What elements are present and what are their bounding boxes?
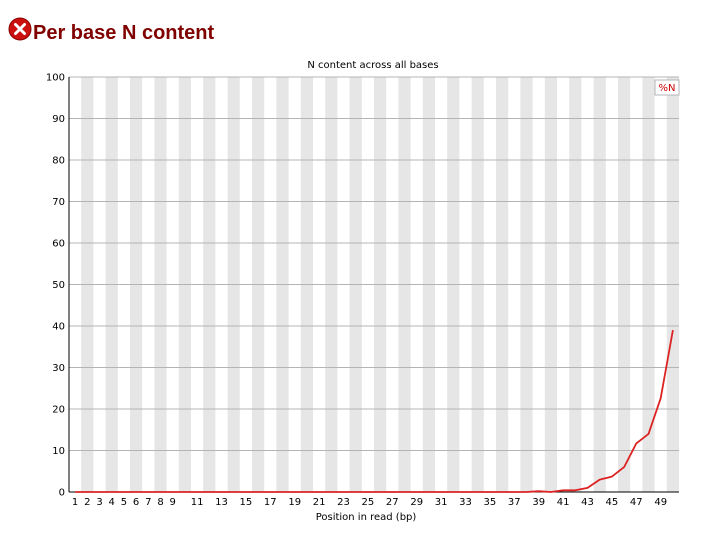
x-tick-label: 2: [84, 497, 90, 508]
y-tick-label: 60: [52, 239, 65, 250]
x-tick-label: 7: [145, 497, 151, 508]
y-tick-label: 0: [59, 488, 65, 499]
x-tick-label: 6: [133, 497, 139, 508]
y-tick-label: 90: [52, 114, 65, 125]
x-tick-label: 31: [435, 497, 448, 508]
x-tick-label: 5: [121, 497, 127, 508]
x-tick-label: 27: [386, 497, 399, 508]
x-tick-label: 35: [484, 497, 497, 508]
y-tick-label: 70: [52, 197, 65, 208]
series-lines: [75, 329, 674, 493]
y-tick-label: 30: [52, 363, 65, 374]
x-tick-label: 8: [157, 497, 163, 508]
x-tick-label: 45: [606, 497, 619, 508]
y-tick-label: 40: [52, 322, 65, 333]
x-tick-label: 21: [313, 497, 326, 508]
y-tick-label: 10: [52, 446, 65, 457]
y-tick-label: 80: [52, 156, 65, 167]
y-tick-label: 50: [52, 280, 65, 291]
x-tick-label: 25: [362, 497, 375, 508]
x-tick-label: 15: [240, 497, 253, 508]
x-tick-label: 13: [215, 497, 228, 508]
y-tick-label: 20: [52, 405, 65, 416]
legend-entry: %N: [659, 83, 676, 94]
x-tick-label: 37: [508, 497, 521, 508]
x-tick-label: 3: [96, 497, 102, 508]
x-tick-label: 4: [109, 497, 115, 508]
legend-box: [654, 79, 680, 96]
gridlines: [69, 76, 679, 493]
x-tick-label: 1: [72, 497, 78, 508]
series-line-0: [75, 329, 674, 493]
x-tick-label: 29: [410, 497, 423, 508]
x-tick-label: 9: [170, 497, 176, 508]
x-tick-label: 19: [288, 497, 301, 508]
x-tick-label: 43: [581, 497, 594, 508]
x-tick-label: 47: [630, 497, 643, 508]
x-tick-label: 23: [337, 497, 350, 508]
x-tick-label: 11: [191, 497, 204, 508]
page-title: Per base N content: [33, 21, 215, 44]
x-tick-label: 33: [459, 497, 472, 508]
module-header: Per base N content: [8, 14, 214, 44]
x-tick-labels: 1 2 3 4 5 6 7 8 9 11 13 15 17 19 21 23 25 27 29 31 33 35 37 39 4…: [72, 497, 667, 508]
error-icon: [8, 17, 32, 41]
chart-title: N content across all bases: [307, 60, 438, 71]
y-tick-labels: 0 10 20 30 40 50 60 70 80 90 100: [46, 73, 65, 499]
x-tick-label: 17: [264, 497, 277, 508]
legend: %N: [654, 79, 680, 96]
x-tick-label: 39: [532, 497, 545, 508]
x-tick-label: 41: [557, 497, 570, 508]
y-tick-label: 100: [46, 73, 65, 84]
x-tick-label: 49: [654, 497, 667, 508]
x-axis-label: Position in read (bp): [316, 512, 417, 523]
